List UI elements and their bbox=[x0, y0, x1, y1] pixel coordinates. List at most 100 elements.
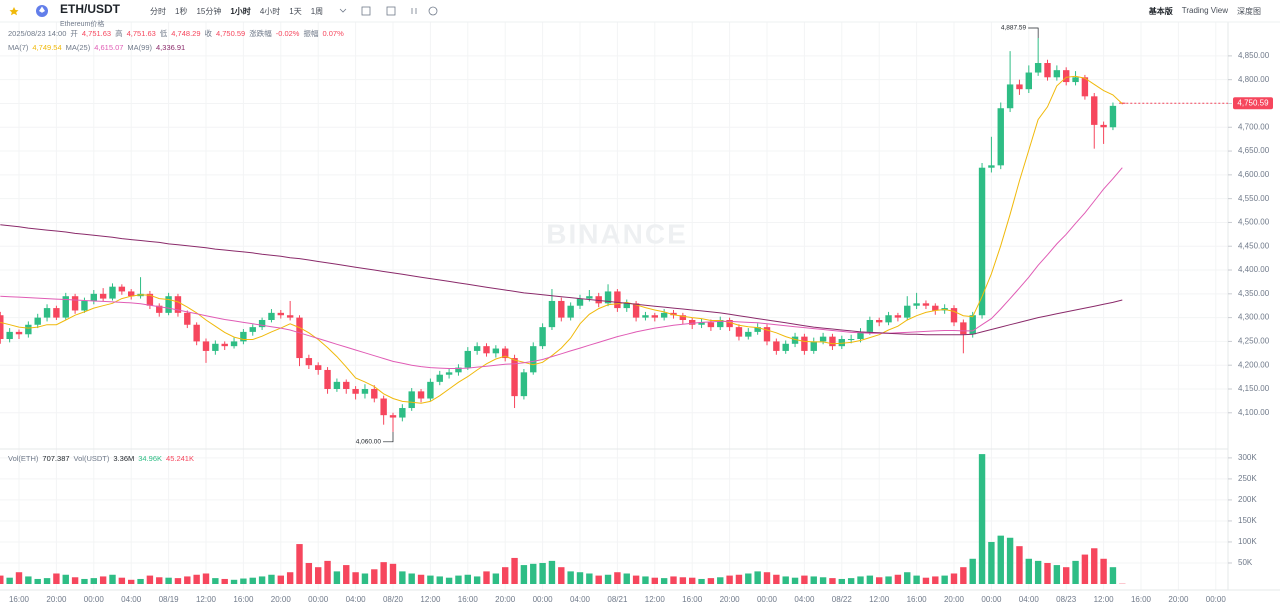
vol-ma-value: 34.96K bbox=[138, 454, 163, 463]
volume-bar bbox=[212, 578, 219, 584]
field-label: 低 bbox=[159, 29, 168, 38]
candle-body bbox=[1100, 124, 1107, 128]
volume-bar bbox=[90, 578, 97, 584]
candle-body bbox=[857, 331, 864, 340]
volume-bar bbox=[286, 572, 294, 584]
volume-bar bbox=[193, 574, 200, 584]
x-tick-label: 04:00 bbox=[121, 595, 142, 604]
interval-button[interactable]: 15分钟 bbox=[196, 6, 222, 16]
volume-bar bbox=[1063, 567, 1070, 584]
volume-bar bbox=[576, 572, 584, 584]
candle-body bbox=[969, 315, 976, 335]
ma-line bbox=[0, 224, 1123, 336]
candle-body bbox=[34, 317, 41, 325]
candle-body bbox=[745, 331, 752, 337]
candle-body bbox=[698, 322, 705, 325]
volume-bar bbox=[558, 567, 565, 584]
x-tick-label: 00:00 bbox=[1206, 595, 1227, 604]
volume-bar bbox=[847, 578, 855, 584]
symbol[interactable]: ETH/USDT bbox=[60, 2, 120, 16]
volume-bar bbox=[726, 575, 733, 584]
volume-bar bbox=[735, 574, 743, 584]
volume-bar bbox=[380, 562, 387, 584]
volume-bar bbox=[118, 577, 126, 584]
candle-body bbox=[782, 343, 789, 351]
ma-line bbox=[0, 75, 1123, 404]
x-tick-label: 12:00 bbox=[1094, 595, 1115, 604]
volume-bar bbox=[15, 572, 23, 584]
watermark: BINANCE bbox=[546, 218, 688, 249]
field-label: 振幅 bbox=[303, 29, 319, 38]
candle-body bbox=[1081, 77, 1089, 97]
volume-bar bbox=[745, 573, 752, 584]
candle-body bbox=[642, 315, 649, 318]
volume-bar bbox=[950, 573, 958, 584]
interval-button[interactable]: 1小时 bbox=[230, 6, 251, 16]
volume-bar bbox=[249, 577, 256, 584]
volume-bar bbox=[623, 573, 630, 584]
candle-body bbox=[689, 319, 696, 325]
candle-body bbox=[502, 348, 509, 359]
x-tick-label: 04:00 bbox=[794, 595, 815, 604]
candle-body bbox=[445, 372, 453, 375]
y-tick-label: 4,300.00 bbox=[1238, 313, 1270, 322]
candle-body bbox=[427, 381, 434, 399]
candle-body bbox=[296, 317, 303, 359]
volume-bar bbox=[548, 560, 556, 584]
volume-bar bbox=[978, 454, 986, 584]
volume-bar bbox=[1100, 558, 1107, 584]
field-label: 收 bbox=[204, 29, 213, 38]
view-button[interactable]: 深度图 bbox=[1237, 6, 1261, 16]
candle-body bbox=[511, 358, 518, 397]
view-button[interactable]: 基本版 bbox=[1148, 6, 1173, 16]
candle-body bbox=[25, 324, 32, 335]
candle-body bbox=[436, 374, 443, 382]
volume-bar bbox=[717, 577, 724, 584]
candle-body bbox=[950, 308, 958, 323]
volume-bar bbox=[530, 563, 537, 584]
candle-body bbox=[651, 315, 658, 318]
x-tick-label: 12:00 bbox=[196, 595, 217, 604]
candle-body bbox=[670, 312, 677, 316]
volume-bar bbox=[876, 577, 883, 584]
interval-button[interactable]: 分时 bbox=[150, 6, 166, 16]
candle-body bbox=[399, 408, 406, 418]
candle-body bbox=[885, 315, 892, 323]
volume-bar bbox=[866, 575, 874, 584]
candle-body bbox=[333, 381, 341, 389]
view-button[interactable]: Trading View bbox=[1181, 5, 1228, 15]
field-value: -0.02% bbox=[275, 29, 300, 38]
x-tick-label: 16:00 bbox=[233, 595, 254, 604]
x-tick-label: 08/19 bbox=[159, 595, 180, 604]
last-price-tag bbox=[1233, 97, 1273, 110]
x-tick-label: 00:00 bbox=[308, 595, 329, 604]
interval-button[interactable]: 1周 bbox=[310, 6, 324, 16]
candle-body bbox=[473, 346, 481, 351]
candle-body bbox=[539, 327, 546, 347]
x-tick-label: 04:00 bbox=[570, 595, 591, 604]
volume-bar bbox=[586, 573, 593, 584]
x-tick-label: 16:00 bbox=[9, 595, 30, 604]
candle-body bbox=[90, 293, 97, 301]
candle-body bbox=[464, 350, 471, 368]
x-tick-label: 08/20 bbox=[383, 595, 404, 604]
x-tick-label: 16:00 bbox=[458, 595, 479, 604]
candle-body bbox=[1006, 84, 1014, 109]
interval-button[interactable]: 4小时 bbox=[259, 6, 281, 16]
volume-bar bbox=[932, 576, 939, 584]
volume-bar bbox=[109, 574, 116, 584]
volume-bar bbox=[174, 578, 182, 584]
interval-button[interactable]: 1秒 bbox=[175, 6, 188, 16]
volume-bar bbox=[539, 562, 546, 584]
volume-bar bbox=[324, 560, 331, 584]
candle-body bbox=[193, 324, 200, 342]
volume-bar bbox=[361, 573, 369, 584]
candle-body bbox=[623, 303, 630, 309]
volume-bar bbox=[1072, 560, 1079, 584]
candle-body bbox=[212, 343, 219, 351]
vol-ma-value: 45.241K bbox=[166, 454, 194, 463]
candle-body bbox=[576, 298, 584, 306]
extreme-label: 4,887.59 bbox=[1001, 25, 1027, 32]
interval-button[interactable]: 1天 bbox=[289, 6, 302, 16]
volume-bar bbox=[670, 576, 677, 584]
